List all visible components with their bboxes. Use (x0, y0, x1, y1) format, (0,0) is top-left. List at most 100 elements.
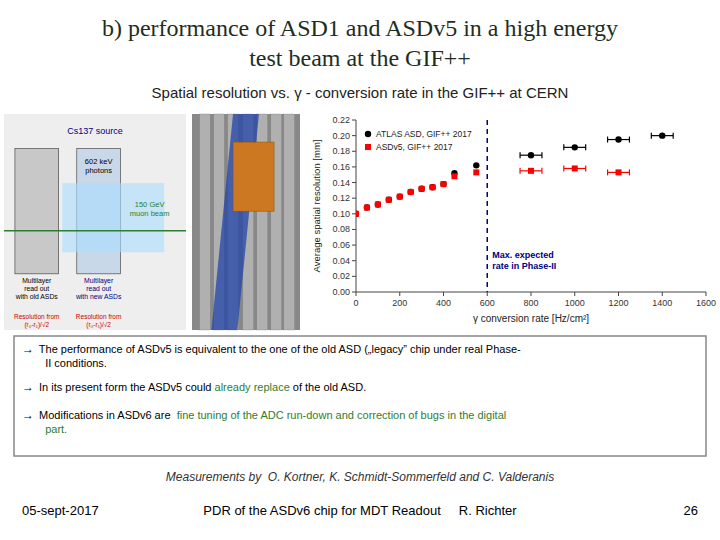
data-point (407, 189, 413, 195)
muon-beam-line (4, 230, 186, 232)
plot-data (356, 120, 673, 292)
diagram-label-line: Multilayer (84, 277, 114, 285)
y-tick-label: 0.12 (332, 193, 350, 203)
x-tick (574, 292, 575, 296)
x-tick (531, 292, 532, 296)
diagram-label-line: with old ASDs (15, 293, 59, 300)
footer-center-line: PDR of the ASDv6 chip for MDT Readout R.… (203, 503, 517, 518)
data-point (364, 205, 370, 211)
error-bar-cap (607, 137, 608, 143)
photo-background (192, 114, 300, 330)
diagram-label-line: with new ASDs (75, 293, 122, 300)
subtitle-line: Spatial resolution vs. γ - conversion ra… (152, 84, 569, 101)
bullet-part: Modifications in ASDv6 are (36, 409, 177, 421)
y-tick (352, 135, 356, 136)
bullet-part: In its present form the ASDv5 could (36, 381, 215, 393)
multilayer-old (15, 149, 59, 274)
y-tick (352, 229, 356, 230)
error-bar (520, 168, 542, 174)
data-point (473, 162, 479, 168)
error-bar-cap (563, 144, 564, 150)
y-axis-label: Average spatial resolution [mm] (311, 140, 322, 273)
x-tick-label: 1400 (652, 298, 672, 308)
x-tick-label: 1000 (565, 298, 585, 308)
data-point (473, 169, 479, 175)
legend-label: ASDv5, GIF++ 2017 (376, 142, 453, 152)
x-tick (662, 292, 663, 296)
y-tick (352, 260, 356, 261)
subtitle: Spatial resolution vs. γ - conversion ra… (152, 84, 569, 101)
diagram-label-line: Multilayer (22, 277, 52, 285)
reference-line (487, 120, 489, 292)
error-bar-cap (651, 133, 652, 139)
legend-marker (365, 144, 371, 150)
legend-marker (365, 131, 371, 137)
y-tick (352, 292, 356, 293)
credit: Measurements by O. Kortner, K. Schmidt-S… (166, 470, 554, 484)
y-tick (352, 120, 356, 121)
x-tick-label: 200 (392, 298, 407, 308)
y-tick (352, 213, 356, 214)
diagram-label-line: read out (86, 285, 111, 292)
data-point (572, 144, 578, 150)
error-bar (564, 165, 586, 171)
legend: ATLAS ASD, GIF++ 2017ASDv5, GIF++ 2017 (365, 129, 472, 152)
data-point (386, 197, 392, 203)
y-tick-label: 0.08 (332, 224, 350, 234)
footer-date: 05-sept-2017 (22, 503, 99, 518)
data-point (659, 132, 665, 138)
setup-diagram: Cs137 source602 keVphotons150 GeVmuon be… (4, 114, 186, 330)
x-tick (487, 292, 488, 296)
footer-center: PDR of the ASDv6 chip for MDT Readout R.… (203, 503, 517, 518)
data-point (397, 193, 403, 199)
bullet-text: The performance of ASDv5 is equivalent t… (36, 343, 521, 369)
y-tick (352, 245, 356, 246)
bullet-arrow: → (22, 380, 34, 394)
data-point (430, 184, 436, 190)
data-point (528, 152, 534, 158)
error-bar-cap (563, 165, 564, 171)
x-tick (399, 292, 400, 296)
y-tick-label: 0.16 (332, 162, 350, 172)
reference-label-line: Max. expected (492, 250, 554, 260)
diagram-label: Cs137 source (67, 126, 123, 136)
data-point (408, 189, 414, 195)
footer-page: 26 (684, 503, 698, 518)
plot-background (356, 120, 706, 292)
data-point (451, 173, 457, 179)
title-line: b) performance of ASD1 and ASDv5 in a hi… (102, 15, 618, 41)
photo-placeholder (192, 114, 300, 330)
series (356, 165, 629, 216)
diagram-label-line: (r₀-r₁)/√2 (24, 321, 49, 329)
error-bar (651, 133, 673, 139)
diagram-label: Multilayerread outwith old ASDs (15, 277, 59, 300)
bullet-arrow: → (22, 408, 34, 422)
y-tick-label: 0.14 (332, 178, 350, 188)
x-tick-label: 400 (436, 298, 451, 308)
data-point (397, 194, 403, 200)
title: b) performance of ASD1 and ASDv5 in a hi… (102, 15, 618, 71)
y-tick (352, 151, 356, 152)
x-tick-label: 800 (523, 298, 538, 308)
y-tick (352, 276, 356, 277)
x-tick-label: 1200 (608, 298, 628, 308)
footer-page-line: 26 (684, 503, 698, 518)
x-tick (356, 292, 357, 296)
y-tick-label: 0.00 (332, 287, 350, 297)
y-tick-label: 0.20 (332, 131, 350, 141)
bullet-part: The performance of ASDv5 is equivalent t… (36, 343, 521, 355)
x-axis-label: γ conversion rate [Hz/cm²] (473, 313, 589, 324)
photo-rod (284, 114, 295, 330)
error-bar-cap (585, 165, 586, 171)
diagram-label-line: read out (24, 285, 49, 292)
data-point (572, 165, 578, 171)
diagram-background (4, 114, 186, 330)
error-bar (608, 137, 630, 143)
y-tick (352, 182, 356, 183)
error-bar-cap (629, 137, 630, 143)
data-point (418, 186, 424, 192)
diagram-label-line: Resolution from (76, 313, 122, 320)
diagram-label: Multilayerread outwith new ASDs (75, 277, 122, 300)
data-point (364, 204, 370, 210)
y-axis-line (356, 120, 357, 292)
